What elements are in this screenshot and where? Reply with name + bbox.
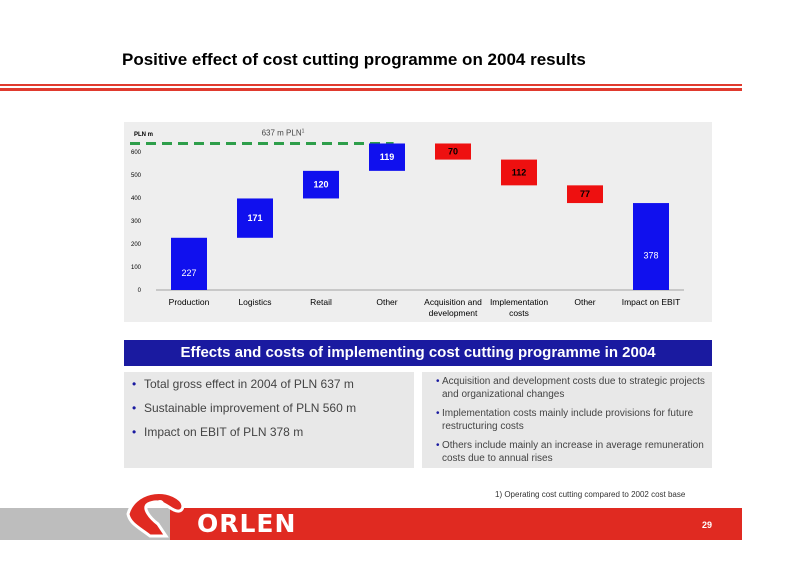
- brand-wordmark: ORLEN: [197, 509, 297, 538]
- bar-value-label: 227: [181, 268, 196, 278]
- waterfall-bar: [633, 203, 669, 290]
- summary-item: Total gross effect in 2004 of PLN 637 m: [124, 377, 414, 391]
- category-label: Other: [574, 297, 595, 307]
- y-axis-unit-label: PLN m: [134, 132, 153, 138]
- note-item: Others include mainly an increase in ave…: [422, 439, 712, 465]
- y-tick-label: 0: [138, 288, 142, 294]
- footnote: 1) Operating cost cutting compared to 20…: [495, 490, 686, 499]
- summary-box-left: Total gross effect in 2004 of PLN 637 m …: [124, 372, 414, 468]
- waterfall-bar: [303, 170, 339, 199]
- reference-line-label: 637 m PLN1: [262, 128, 305, 137]
- section-banner: Effects and costs of implementing cost c…: [124, 340, 712, 366]
- waterfall-chart-panel: PLN m 0 100 200 300 400 500 600 637 m PLN1 227 Pro…: [124, 122, 712, 322]
- summary-item: Sustainable improvement of PLN 560 m: [124, 401, 414, 415]
- title-rule-secondary: [0, 88, 742, 91]
- y-tick-label: 500: [131, 173, 142, 179]
- y-tick-label: 600: [131, 150, 142, 156]
- category-label: Logistics: [238, 297, 271, 307]
- waterfall-bar: [501, 159, 537, 186]
- waterfall-chart: PLN m 0 100 200 300 400 500 600 637 m PLN1 227 Pro…: [130, 128, 684, 318]
- bar-value-label: 77: [580, 189, 590, 199]
- y-tick-label: 300: [131, 219, 142, 225]
- note-item: Acquisition and development costs due to…: [422, 375, 712, 401]
- bar-value-label: 112: [512, 167, 527, 177]
- page-title: Positive effect of cost cutting programm…: [122, 50, 586, 69]
- y-tick-label: 400: [131, 196, 142, 202]
- waterfall-bar: [171, 237, 207, 290]
- y-tick-label: 200: [131, 242, 142, 248]
- bar-value-label: 119: [380, 152, 395, 162]
- bar-value-label: 378: [643, 251, 658, 261]
- waterfall-bar: [435, 143, 471, 160]
- summary-item: Impact on EBIT of PLN 378 m: [124, 425, 414, 439]
- waterfall-bar: [237, 198, 273, 238]
- waterfall-bar: [369, 143, 405, 171]
- bar-value-label: 70: [448, 147, 458, 157]
- page-number: 29: [702, 520, 713, 530]
- category-label: Impact on EBIT: [622, 297, 681, 307]
- category-label: Implementation: [490, 297, 548, 307]
- category-label: Production: [169, 297, 210, 307]
- category-label: development: [429, 308, 478, 318]
- bar-value-label: 171: [247, 213, 262, 223]
- waterfall-bar: [567, 185, 603, 204]
- note-item: Implementation costs mainly include prov…: [422, 407, 712, 433]
- bar-value-label: 120: [313, 180, 328, 190]
- title-rule: [0, 84, 742, 86]
- category-label: Other: [376, 297, 397, 307]
- category-label: costs: [509, 308, 529, 318]
- category-label: Acquisition and: [424, 297, 482, 307]
- category-label: Retail: [310, 297, 332, 307]
- notes-box-right: Acquisition and development costs due to…: [422, 372, 712, 468]
- footer-brand-bar: [170, 508, 742, 540]
- orlen-eagle-logo: [126, 491, 185, 538]
- y-tick-label: 100: [131, 265, 142, 271]
